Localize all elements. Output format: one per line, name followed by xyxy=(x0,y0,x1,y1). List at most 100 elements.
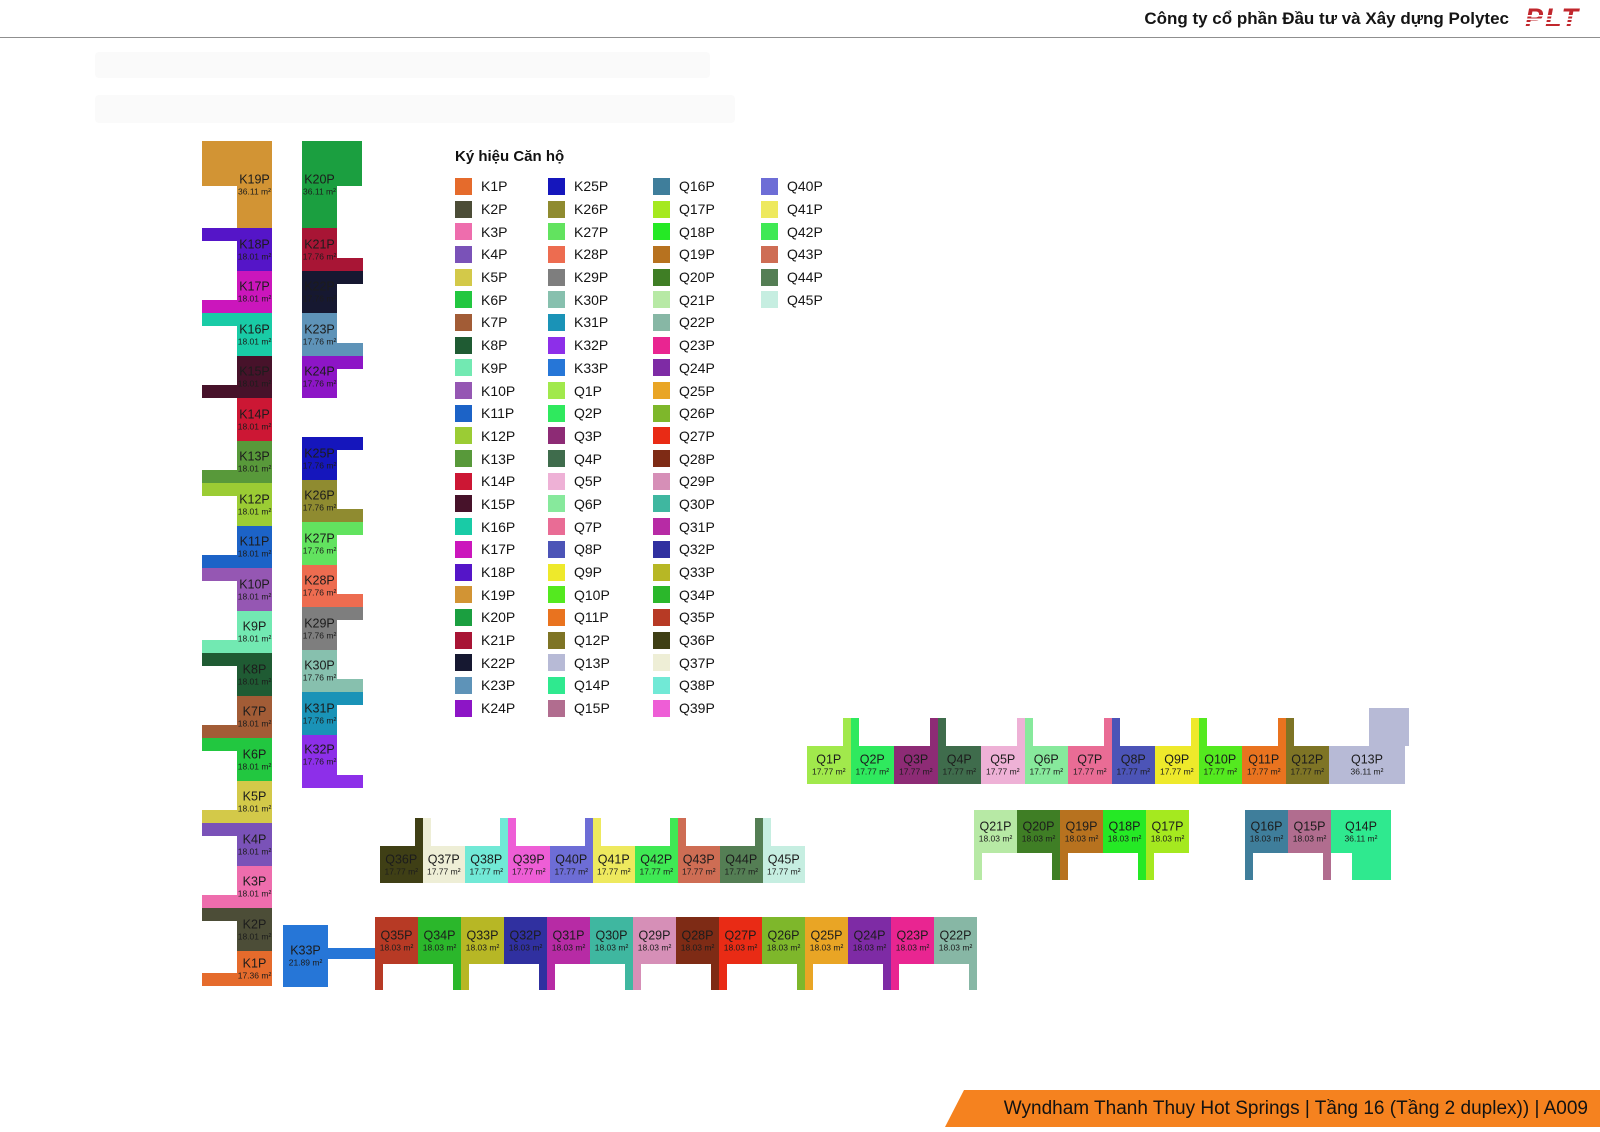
unit-Q4P-region[interactable] xyxy=(937,718,946,746)
unit-Q24P-region[interactable] xyxy=(848,917,891,964)
unit-Q36P-region[interactable] xyxy=(414,818,423,846)
unit-Q40P-region[interactable] xyxy=(550,846,593,883)
unit-Q25P-region[interactable] xyxy=(805,964,813,990)
unit-K12P-region[interactable] xyxy=(237,483,272,526)
unit-K9P-region[interactable] xyxy=(237,611,272,653)
unit-Q10P-region[interactable] xyxy=(1198,746,1242,784)
unit-Q32P-region[interactable] xyxy=(539,964,547,990)
unit-K4P-region[interactable] xyxy=(202,823,237,836)
unit-Q43P-region[interactable] xyxy=(677,846,720,883)
unit-K18P-region[interactable] xyxy=(202,228,237,241)
unit-Q42P-region[interactable] xyxy=(635,846,678,883)
unit-Q45P-region[interactable] xyxy=(762,818,771,846)
unit-K31P-region[interactable] xyxy=(302,692,337,735)
unit-Q44P-region[interactable] xyxy=(754,818,763,846)
unit-Q43P-region[interactable] xyxy=(677,818,686,846)
unit-Q14P-region[interactable] xyxy=(1352,853,1391,880)
unit-Q39P-region[interactable] xyxy=(507,846,550,883)
unit-K32P-region[interactable] xyxy=(302,775,363,788)
unit-Q1P-region[interactable] xyxy=(807,746,851,784)
unit-K11P-region[interactable] xyxy=(202,555,237,568)
unit-K10P-region[interactable] xyxy=(202,568,237,581)
unit-Q2P-region[interactable] xyxy=(850,718,859,746)
unit-Q18P-region[interactable] xyxy=(1138,853,1146,880)
unit-Q22P-region[interactable] xyxy=(969,964,977,990)
unit-K13P-region[interactable] xyxy=(237,441,272,483)
unit-K28P-region[interactable] xyxy=(302,565,337,607)
unit-K9P-region[interactable] xyxy=(202,640,237,653)
unit-Q33P-region[interactable] xyxy=(461,917,504,964)
unit-K16P-region[interactable] xyxy=(202,313,237,326)
unit-Q28P-region[interactable] xyxy=(711,964,719,990)
unit-K5P-region[interactable] xyxy=(202,810,237,823)
unit-Q39P-region[interactable] xyxy=(507,818,516,846)
unit-Q6P-region[interactable] xyxy=(1024,718,1033,746)
unit-Q26P-region[interactable] xyxy=(797,964,805,990)
unit-Q23P-region[interactable] xyxy=(891,964,899,990)
unit-Q8P-region[interactable] xyxy=(1111,746,1155,784)
unit-Q29P-region[interactable] xyxy=(633,964,641,990)
unit-K10P-region[interactable] xyxy=(237,568,272,611)
unit-K6P-region[interactable] xyxy=(202,738,237,751)
unit-K20P-region[interactable] xyxy=(302,141,362,186)
unit-K5P-region[interactable] xyxy=(237,781,272,823)
unit-Q31P-region[interactable] xyxy=(547,964,555,990)
unit-Q28P-region[interactable] xyxy=(676,917,719,964)
unit-K33P-region[interactable] xyxy=(283,925,328,987)
unit-K11P-region[interactable] xyxy=(237,526,272,568)
unit-Q14P-region[interactable] xyxy=(1331,810,1391,853)
unit-K7P-region[interactable] xyxy=(237,696,272,738)
unit-Q8P-region[interactable] xyxy=(1111,718,1120,746)
unit-K13P-region[interactable] xyxy=(202,470,237,483)
unit-Q4P-region[interactable] xyxy=(937,746,981,784)
unit-K3P-region[interactable] xyxy=(202,895,237,908)
unit-K26P-region[interactable] xyxy=(302,480,337,522)
unit-Q31P-region[interactable] xyxy=(547,917,590,964)
unit-Q37P-region[interactable] xyxy=(422,846,465,883)
unit-Q3P-region[interactable] xyxy=(894,746,938,784)
unit-Q3P-region[interactable] xyxy=(929,718,938,746)
unit-K23P-region[interactable] xyxy=(337,343,363,356)
unit-K15P-region[interactable] xyxy=(237,356,272,398)
unit-K27P-region[interactable] xyxy=(302,522,337,565)
unit-K28P-region[interactable] xyxy=(337,594,363,607)
unit-K7P-region[interactable] xyxy=(202,725,237,738)
unit-K33P-region[interactable] xyxy=(328,948,383,959)
unit-K17P-region[interactable] xyxy=(202,300,237,313)
unit-Q27P-region[interactable] xyxy=(719,964,727,990)
unit-K6P-region[interactable] xyxy=(237,738,272,781)
unit-K30P-region[interactable] xyxy=(302,650,337,692)
unit-Q17P-region[interactable] xyxy=(1146,853,1154,880)
unit-Q22P-region[interactable] xyxy=(934,917,977,964)
unit-K32P-region[interactable] xyxy=(302,735,337,775)
unit-Q42P-region[interactable] xyxy=(669,818,678,846)
unit-K17P-region[interactable] xyxy=(237,271,272,313)
unit-Q11P-region[interactable] xyxy=(1242,746,1286,784)
unit-Q7P-region[interactable] xyxy=(1103,718,1112,746)
unit-Q21P-region[interactable] xyxy=(974,810,1017,853)
unit-Q12P-region[interactable] xyxy=(1285,718,1294,746)
unit-Q38P-region[interactable] xyxy=(465,846,508,883)
unit-Q19P-region[interactable] xyxy=(1060,853,1068,880)
unit-K21P-region[interactable] xyxy=(302,228,337,271)
unit-Q11P-region[interactable] xyxy=(1277,718,1286,746)
unit-Q38P-region[interactable] xyxy=(499,818,508,846)
unit-K29P-region[interactable] xyxy=(337,607,363,620)
unit-Q13P-region[interactable] xyxy=(1369,708,1409,746)
unit-K22P-region[interactable] xyxy=(302,271,337,313)
unit-Q16P-region[interactable] xyxy=(1245,853,1253,880)
unit-Q25P-region[interactable] xyxy=(805,917,848,964)
unit-Q35P-region[interactable] xyxy=(375,917,418,964)
unit-Q45P-region[interactable] xyxy=(762,846,805,883)
unit-Q5P-region[interactable] xyxy=(1016,718,1025,746)
unit-Q15P-region[interactable] xyxy=(1323,853,1331,880)
unit-Q30P-region[interactable] xyxy=(590,917,633,964)
unit-Q34P-region[interactable] xyxy=(453,964,461,990)
unit-K15P-region[interactable] xyxy=(202,385,237,398)
unit-K3P-region[interactable] xyxy=(237,866,272,908)
unit-Q19P-region[interactable] xyxy=(1060,810,1103,853)
unit-Q10P-region[interactable] xyxy=(1198,718,1207,746)
unit-Q1P-region[interactable] xyxy=(842,718,851,746)
unit-Q30P-region[interactable] xyxy=(625,964,633,990)
unit-Q9P-region[interactable] xyxy=(1190,718,1199,746)
